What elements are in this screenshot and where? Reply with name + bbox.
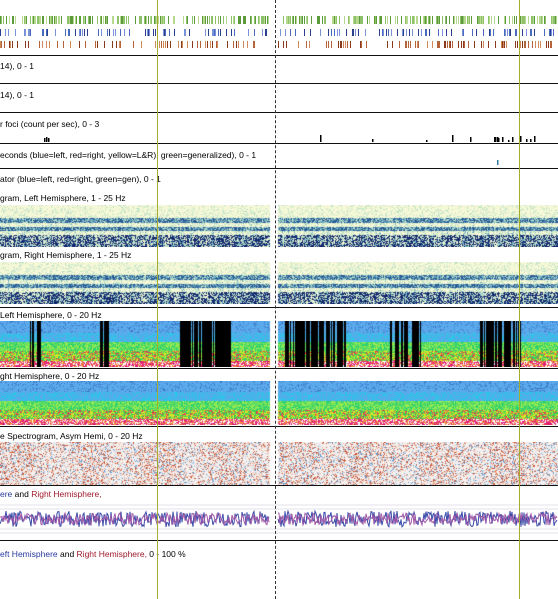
and-text: and xyxy=(57,549,77,559)
fft-right-spectrogram xyxy=(0,381,558,425)
trend-panel-2[interactable]: 14), 0 - 1 xyxy=(0,84,558,112)
right-hemi-label: Right Hemisphere, xyxy=(31,489,102,499)
panel-divider xyxy=(0,55,558,56)
and-text: and xyxy=(12,489,32,499)
event-marker-line[interactable] xyxy=(157,0,158,599)
event-raster xyxy=(0,16,557,48)
time-cursor[interactable] xyxy=(275,0,276,599)
seizure-foci-panel[interactable]: r foci (count per sec), 0 - 3 xyxy=(0,113,558,143)
panel-label: eft Hemisphere and Right Hemisphere, 0 -… xyxy=(0,549,186,559)
panel-label: gram, Right Hemisphere, 1 - 25 Hz xyxy=(0,250,132,260)
event-marker-line[interactable] xyxy=(519,0,520,599)
fft-left-spectrogram xyxy=(0,321,558,367)
panel-divider xyxy=(0,540,558,541)
panel-label: ere and Right Hemisphere, xyxy=(0,489,102,499)
panel-label: ght Hemisphere, 0 - 20 Hz xyxy=(0,371,100,381)
cdsa-right-panel[interactable]: gram, Right Hemisphere, 1 - 25 Hz xyxy=(0,247,558,307)
panel-label: econds (blue=left, red=right, yellow=L&R… xyxy=(0,150,257,160)
left-hemi-label: eft Hemisphere xyxy=(0,549,58,559)
seconds-marks xyxy=(497,160,499,165)
asym-spectrogram xyxy=(0,442,558,485)
event-raster-panel[interactable] xyxy=(0,0,558,55)
panel-label: Left Hemisphere, 0 - 20 Hz xyxy=(0,310,102,320)
panel-label: 14), 0 - 1 xyxy=(0,61,35,71)
panel-label: ator (blue=left, red=right, green=gen), … xyxy=(0,174,161,184)
fft-left-panel[interactable]: Left Hemisphere, 0 - 20 Hz xyxy=(0,308,558,368)
panel-label: 14), 0 - 1 xyxy=(0,90,35,100)
panel-label: gram, Left Hemisphere, 1 - 25 Hz xyxy=(0,193,126,203)
right-hemi-label: Right Hemisphere, xyxy=(76,549,147,559)
panel-divider xyxy=(0,168,558,169)
trend-panel-1[interactable]: 14), 0 - 1 xyxy=(0,56,558,83)
left-hemi-label: ere xyxy=(0,489,13,499)
panel-divider xyxy=(0,307,558,308)
amplitude-trace xyxy=(0,504,558,534)
fft-right-panel[interactable]: ght Hemisphere, 0 - 20 Hz xyxy=(0,369,558,426)
panel-label: e Spectrogram, Asym Hemi, 0 - 20 Hz xyxy=(0,431,143,441)
panel-divider xyxy=(0,426,558,427)
panel-divider xyxy=(0,143,558,144)
seconds-panel[interactable]: econds (blue=left, red=right, yellow=L&R… xyxy=(0,144,558,168)
panel-divider xyxy=(0,112,558,113)
cdsa-left-spectrogram xyxy=(0,205,558,247)
cdsa-left-panel[interactable]: gram, Left Hemisphere, 1 - 25 Hz xyxy=(0,187,558,247)
indicator-panel[interactable]: ator (blue=left, red=right, green=gen), … xyxy=(0,169,558,187)
cdsa-right-spectrogram xyxy=(0,262,558,304)
amplitude-panel[interactable]: ere and Right Hemisphere, xyxy=(0,486,558,540)
panel-divider xyxy=(0,83,558,84)
panel-divider xyxy=(0,368,558,369)
percent-panel[interactable]: eft Hemisphere and Right Hemisphere, 0 -… xyxy=(0,541,558,599)
asym-panel[interactable]: e Spectrogram, Asym Hemi, 0 - 20 Hz xyxy=(0,427,558,485)
range-text: 0 - 100 % xyxy=(146,549,186,559)
panel-divider xyxy=(0,485,558,486)
panel-label: r foci (count per sec), 0 - 3 xyxy=(0,119,100,129)
foci-count-bars xyxy=(44,135,536,142)
